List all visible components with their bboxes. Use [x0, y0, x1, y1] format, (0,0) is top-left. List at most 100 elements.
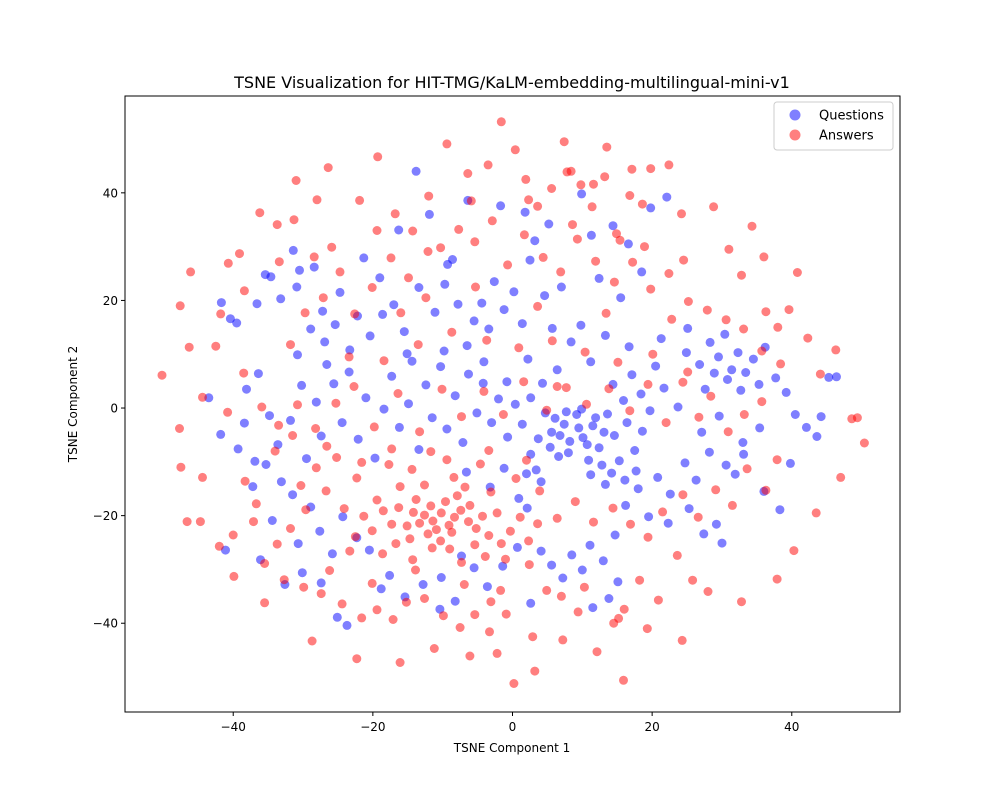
- data-point-answers: [186, 267, 196, 277]
- data-point-questions: [450, 596, 460, 606]
- data-point-questions: [714, 411, 724, 421]
- legend-marker-answers: [789, 129, 801, 141]
- data-point-answers: [552, 513, 562, 523]
- data-point-answers: [519, 377, 529, 387]
- data-point-answers: [286, 524, 295, 533]
- data-point-answers: [384, 460, 394, 469]
- data-point-answers: [195, 517, 205, 527]
- data-point-answers: [386, 253, 396, 263]
- data-point-questions: [619, 396, 628, 405]
- data-point-answers: [211, 341, 221, 351]
- data-point-answers: [445, 544, 455, 554]
- data-point-answers: [678, 377, 688, 387]
- data-point-questions: [547, 323, 557, 333]
- data-point-answers: [423, 529, 433, 539]
- data-point-questions: [482, 582, 492, 592]
- data-point-answers: [470, 237, 480, 247]
- data-point-answers: [612, 229, 621, 239]
- data-point-questions: [320, 337, 330, 347]
- data-point-answers: [322, 441, 332, 451]
- data-point-questions: [662, 192, 672, 202]
- data-point-questions: [547, 427, 557, 437]
- data-point-questions: [252, 299, 262, 309]
- data-point-answers: [402, 521, 412, 531]
- data-point-questions: [359, 253, 369, 263]
- data-point-answers: [524, 560, 534, 570]
- data-point-answers: [464, 517, 473, 527]
- data-point-questions: [644, 512, 654, 522]
- data-point-answers: [175, 301, 185, 311]
- data-point-questions: [496, 201, 506, 211]
- data-point-questions: [342, 620, 352, 630]
- legend-label-answers: Answers: [819, 129, 874, 144]
- data-point-answers: [533, 519, 543, 529]
- data-point-questions: [588, 603, 598, 613]
- data-point-questions: [771, 373, 781, 383]
- data-point-questions: [563, 448, 573, 458]
- data-point-questions: [653, 472, 663, 482]
- data-point-questions: [370, 453, 380, 463]
- data-point-questions: [586, 230, 596, 240]
- data-point-answers: [602, 142, 612, 152]
- data-point-answers: [325, 566, 335, 575]
- data-point-answers: [420, 594, 429, 603]
- data-point-questions: [418, 580, 428, 589]
- data-point-answers: [367, 526, 377, 536]
- data-point-answers: [470, 540, 480, 550]
- data-point-answers: [664, 160, 674, 170]
- data-point-questions: [739, 449, 749, 459]
- data-point-answers: [240, 476, 250, 486]
- data-point-answers: [395, 482, 405, 492]
- data-point-questions: [292, 282, 302, 292]
- data-point-questions: [453, 299, 463, 309]
- data-point-answers: [486, 487, 496, 497]
- data-point-questions: [335, 287, 345, 297]
- data-point-answers: [428, 516, 438, 526]
- data-point-answers: [678, 490, 688, 500]
- data-point-answers: [463, 169, 473, 178]
- data-point-questions: [781, 387, 791, 397]
- data-point-questions: [691, 475, 701, 485]
- data-point-answers: [449, 472, 459, 482]
- data-point-answers: [515, 512, 525, 522]
- data-point-questions: [556, 282, 566, 292]
- data-point-questions: [266, 272, 276, 282]
- data-point-answers: [408, 555, 418, 565]
- data-point-answers: [688, 575, 698, 585]
- data-point-questions: [600, 330, 610, 340]
- x-tick-label: 20: [644, 720, 659, 734]
- data-point-questions: [365, 331, 375, 341]
- data-point-questions: [522, 469, 531, 479]
- data-point-answers: [299, 582, 309, 592]
- data-point-questions: [375, 273, 385, 283]
- data-point-answers: [465, 651, 475, 661]
- data-point-answers: [427, 543, 437, 553]
- data-point-answers: [379, 356, 389, 366]
- data-point-questions: [574, 423, 584, 433]
- data-point-answers: [312, 195, 322, 205]
- data-point-answers: [627, 164, 637, 174]
- data-point-answers: [457, 412, 466, 422]
- data-point-questions: [337, 418, 347, 428]
- data-point-questions: [621, 500, 631, 510]
- data-point-answers: [815, 369, 825, 379]
- data-point-answers: [182, 517, 192, 527]
- data-point-questions: [673, 402, 683, 412]
- data-point-answers: [591, 256, 601, 266]
- data-point-questions: [487, 418, 497, 428]
- data-point-answers: [570, 497, 580, 507]
- data-point-questions: [586, 470, 596, 480]
- data-point-answers: [301, 505, 311, 515]
- data-point-questions: [345, 345, 355, 355]
- data-point-answers: [683, 367, 693, 377]
- data-point-questions: [484, 324, 494, 334]
- data-point-answers: [372, 605, 382, 615]
- data-point-answers: [349, 382, 359, 391]
- data-point-answers: [625, 191, 635, 200]
- data-point-answers: [859, 438, 869, 448]
- data-point-questions: [316, 578, 326, 588]
- data-point-answers: [483, 160, 493, 170]
- data-point-answers: [772, 455, 782, 465]
- data-point-answers: [223, 258, 233, 268]
